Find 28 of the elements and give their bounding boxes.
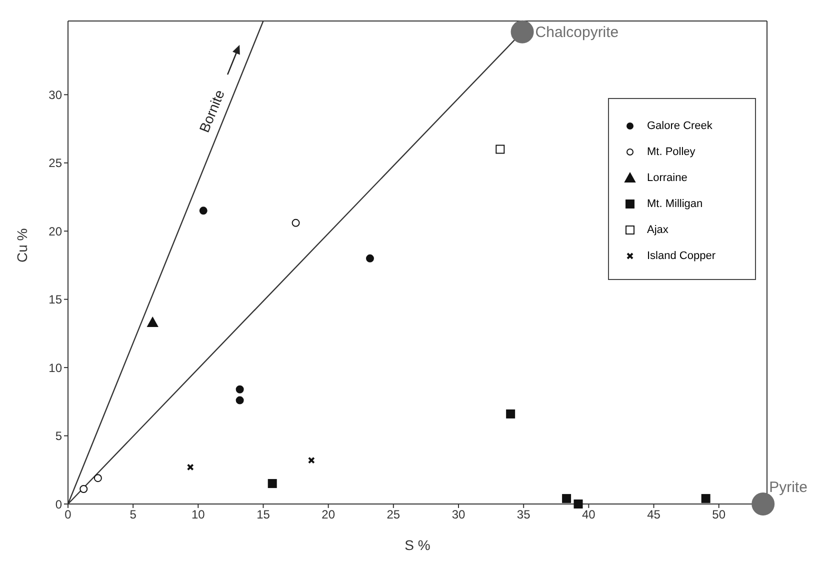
y-tick-label: 0 [55, 497, 62, 512]
x-tick-label: 0 [64, 508, 72, 522]
y-tick-label: 30 [48, 88, 62, 102]
y-axis-title: Cu % [14, 228, 30, 262]
x-tick-label: 5 [130, 508, 137, 522]
legend-label: Mt. Polley [647, 146, 696, 158]
x-tick-label: 15 [256, 508, 270, 522]
legend-label: Island Copper [647, 250, 716, 262]
x-tick-label: 45 [647, 508, 661, 522]
x-tick-label: 40 [582, 508, 596, 522]
series-label: Chalcopyrite [535, 24, 619, 41]
x-tick-label: 35 [516, 508, 531, 522]
x-tick-label: 30 [452, 508, 466, 522]
y-tick-label: 5 [55, 429, 62, 444]
y-tick-label: 10 [48, 360, 62, 375]
x-tick-label: 20 [322, 508, 336, 522]
legend-label: Galore Creek [647, 120, 712, 132]
legend-label: Lorraine [647, 172, 688, 184]
legend-label: Mt. Milligan [647, 198, 703, 210]
y-tick-label: 15 [48, 292, 62, 307]
x-tick-label: 50 [712, 508, 726, 522]
x-axis-title: S % [404, 537, 430, 553]
series-label: Pyrite [769, 479, 808, 496]
y-tick-label: 25 [48, 156, 62, 170]
legend-label: Ajax [647, 224, 668, 236]
x-tick-label: 25 [386, 508, 400, 522]
x-tick-label: 10 [191, 508, 206, 522]
y-tick-label: 20 [48, 224, 62, 238]
